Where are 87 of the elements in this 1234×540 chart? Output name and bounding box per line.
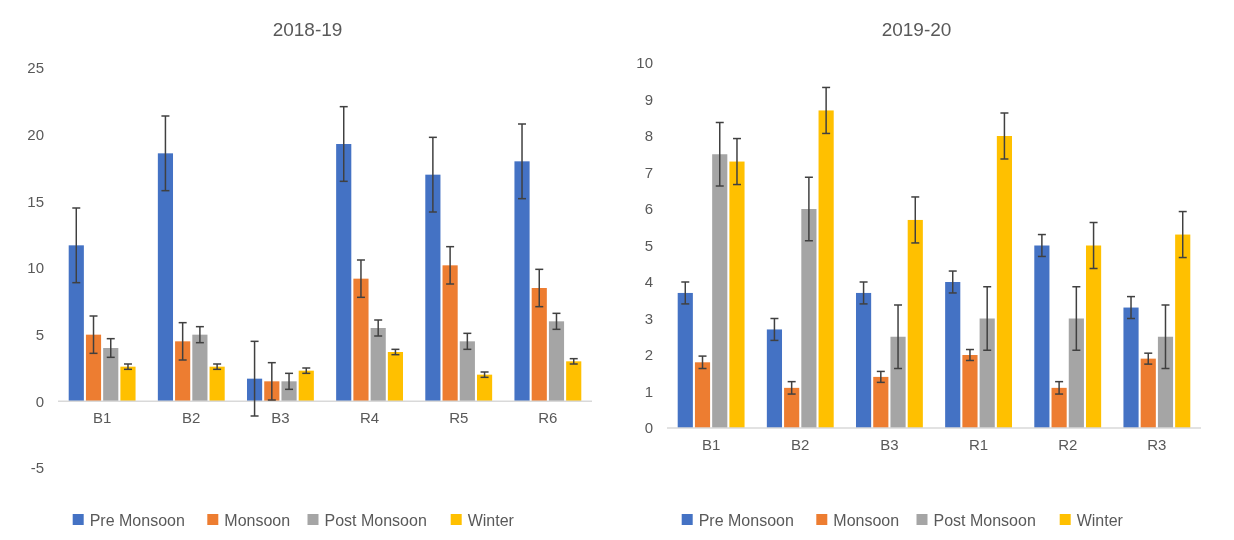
- legend-label: Winter: [1076, 511, 1124, 529]
- x-tick-label: R6: [538, 409, 558, 427]
- x-tick-label: B3: [271, 409, 290, 427]
- bar: [1068, 318, 1084, 428]
- bar: [425, 174, 441, 402]
- y-tick-label: 0: [644, 419, 653, 437]
- bar: [677, 292, 693, 428]
- bar: [818, 110, 834, 428]
- y-tick-label: 1: [644, 382, 653, 400]
- bar: [907, 219, 923, 428]
- bar: [766, 329, 783, 428]
- legend-label: Pre Monsoon: [698, 511, 794, 529]
- bar: [68, 245, 84, 402]
- bar: [1175, 234, 1191, 428]
- bar: [192, 334, 208, 402]
- x-tick-label: B1: [92, 409, 112, 427]
- x-tick-label: B2: [182, 409, 201, 427]
- bar: [459, 341, 475, 402]
- bar: [476, 374, 493, 402]
- y-tick-label: 6: [644, 200, 653, 218]
- bar: [175, 341, 191, 402]
- bar: [566, 361, 582, 402]
- y-tick-label: 3: [644, 309, 653, 327]
- legend-label: Post Monsoon: [324, 511, 427, 529]
- bar: [1123, 307, 1139, 428]
- bar: [962, 355, 978, 428]
- y-tick-label: 7: [644, 163, 653, 181]
- x-tick-label: R3: [1147, 436, 1167, 453]
- bar: [1034, 245, 1050, 428]
- bar: [157, 153, 174, 402]
- legend-label: Winter: [467, 511, 515, 529]
- bar: [103, 348, 119, 402]
- bar: [979, 318, 995, 428]
- bar: [514, 161, 530, 402]
- bar: [247, 378, 263, 402]
- bar: [1085, 245, 1102, 428]
- y-tick-label: 10: [636, 54, 653, 72]
- x-tick-label: R5: [449, 409, 469, 427]
- bar: [298, 370, 314, 402]
- legend-label: Post Monsoon: [933, 511, 1036, 529]
- bar: [729, 161, 745, 428]
- bar: [85, 334, 102, 402]
- y-tick-label: 0: [35, 392, 44, 410]
- y-tick-label: 5: [644, 236, 653, 254]
- x-tick-label: B2: [791, 436, 810, 453]
- x-tick-label: R4: [359, 409, 380, 427]
- bar: [353, 278, 369, 402]
- bar: [1140, 358, 1156, 428]
- bar: [890, 336, 906, 428]
- bar: [784, 387, 800, 428]
- bar: [1051, 387, 1067, 428]
- legend-label: Pre Monsoon: [89, 511, 185, 529]
- bar: [712, 154, 728, 428]
- bar: [370, 328, 386, 402]
- y-tick-label: 5: [35, 325, 44, 343]
- y-tick-label: 10: [27, 259, 44, 277]
- x-tick-label: R1: [968, 436, 989, 453]
- legend-label: Monsoon: [833, 511, 900, 529]
- bar: [694, 362, 711, 428]
- chart-title: 2018-19: [272, 19, 343, 40]
- bar: [531, 288, 547, 402]
- bar: [336, 144, 352, 402]
- bar: [281, 381, 297, 402]
- y-tick-label: -5: [30, 459, 44, 477]
- x-tick-label: B1: [701, 436, 721, 453]
- bar: [996, 136, 1013, 428]
- bar: [1157, 336, 1174, 428]
- bar: [548, 321, 565, 402]
- chart-title: 2019-20: [881, 19, 952, 40]
- y-tick-label: 2: [644, 346, 653, 364]
- bar: [120, 366, 136, 402]
- y-tick-label: 4: [644, 273, 653, 291]
- y-tick-label: 15: [27, 192, 44, 210]
- y-tick-label: 9: [644, 90, 653, 108]
- y-tick-label: 20: [27, 125, 44, 143]
- bar: [442, 265, 458, 402]
- bar: [209, 366, 225, 402]
- bar: [873, 376, 889, 428]
- y-tick-label: 8: [644, 127, 653, 145]
- legend-label: Monsoon: [224, 511, 291, 529]
- bar: [945, 282, 961, 428]
- x-tick-label: B3: [880, 436, 899, 453]
- bar: [801, 209, 817, 428]
- x-tick-label: R2: [1058, 436, 1078, 453]
- y-tick-label: 25: [27, 59, 44, 77]
- bar: [856, 292, 872, 428]
- bar: [387, 352, 404, 402]
